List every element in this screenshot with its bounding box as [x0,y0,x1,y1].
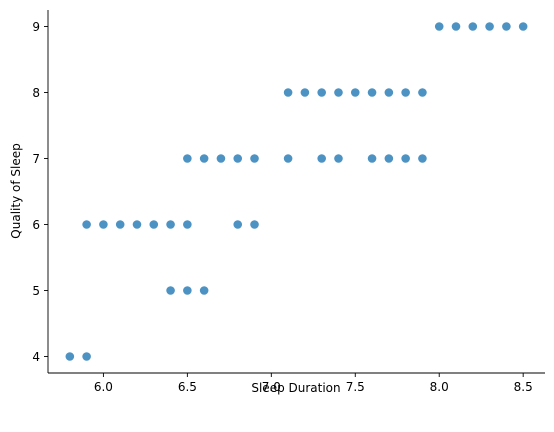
data-point-37 [468,22,478,31]
y-tick-label: 9 [32,20,40,34]
data-point-0 [65,352,75,361]
data-point-40 [518,22,528,31]
data-point-25 [418,154,427,163]
x-tick-label: 7.5 [346,380,365,394]
data-point-1 [82,352,91,361]
data-point-35 [434,22,444,31]
data-point-38 [485,22,494,31]
x-tick-label: 6.0 [94,380,113,394]
data-point-20 [317,154,326,163]
data-point-21 [334,154,343,163]
y-tick-label: 8 [32,86,40,100]
data-point-27 [300,88,310,97]
data-point-14 [183,154,192,163]
data-point-13 [250,220,259,229]
data-point-3 [183,286,192,295]
data-point-32 [384,88,394,97]
points-layer [65,22,528,361]
data-point-6 [99,220,108,229]
y-axis-label: Quality of Sleep [9,143,23,238]
y-tick-label: 6 [32,218,40,232]
data-point-23 [384,154,394,163]
data-point-26 [283,88,293,97]
data-point-19 [283,154,293,163]
data-point-12 [233,220,243,229]
data-point-33 [401,88,410,97]
y-ticks: 4 5 6 7 8 9 [32,20,48,364]
data-point-10 [166,220,175,229]
data-point-31 [367,88,377,97]
data-point-7 [115,220,125,229]
data-point-29 [334,88,343,97]
x-tick-label: 8.0 [430,380,449,394]
data-point-39 [502,22,511,31]
data-point-24 [401,154,410,163]
data-point-9 [149,220,159,229]
data-point-30 [350,88,360,97]
data-point-34 [418,88,427,97]
y-tick-label: 4 [32,350,40,364]
x-axis-label: Sleep Duration [251,381,340,395]
data-point-11 [183,220,192,229]
y-tick-label: 7 [32,152,40,166]
data-point-2 [166,286,175,295]
data-point-17 [233,154,243,163]
data-point-22 [367,154,377,163]
data-point-18 [250,154,259,163]
data-point-15 [199,154,209,163]
data-point-5 [82,220,91,229]
data-point-28 [317,88,326,97]
x-tick-label: 7.0 [262,380,281,394]
data-point-4 [199,286,209,295]
y-tick-label: 5 [32,284,40,298]
x-tick-label: 8.5 [514,380,533,394]
x-ticks: 6.0 6.5 7.0 7.5 8.0 8.5 [94,373,533,394]
x-tick-label: 6.5 [178,380,197,394]
data-point-16 [216,154,226,163]
data-point-36 [451,22,461,31]
data-point-8 [132,220,142,229]
